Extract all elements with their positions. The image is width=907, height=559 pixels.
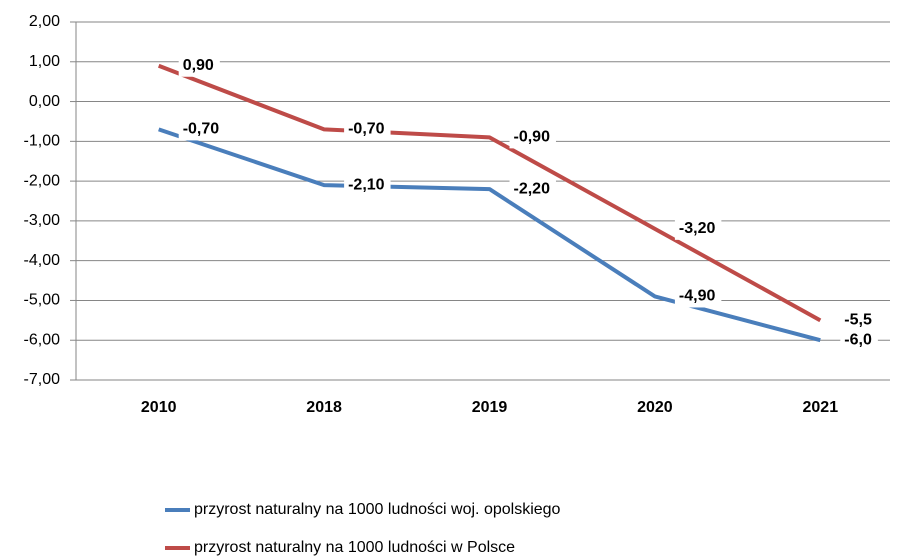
data-label: -5,5	[840, 309, 878, 332]
data-label-text: -3,20	[679, 220, 716, 237]
data-label-bg	[344, 174, 391, 197]
y-tick-label: -7,00	[24, 371, 61, 388]
data-label: -6,0	[840, 329, 878, 352]
data-label: 0,90	[178, 54, 220, 77]
data-label-text: -2,20	[514, 180, 551, 197]
y-tick-label: -6,00	[24, 331, 61, 348]
y-tick-label: -5,00	[24, 292, 61, 309]
data-label-text: -5,5	[844, 312, 872, 329]
y-tick-label: -3,00	[24, 212, 61, 229]
data-label-bg	[509, 126, 556, 149]
data-label-bg	[509, 178, 556, 201]
data-label-bg	[344, 118, 391, 141]
data-label: -0,90	[509, 126, 556, 149]
y-tick-label: 0,00	[29, 93, 60, 110]
data-label-text: 0,90	[183, 57, 214, 74]
data-label-bg	[674, 285, 722, 308]
y-tick-label: -4,00	[24, 252, 61, 269]
y-tick-label: -2,00	[24, 172, 61, 189]
x-tick-label: 2018	[306, 399, 342, 416]
data-label-bg	[840, 329, 878, 352]
data-label-text: -4,90	[679, 288, 716, 305]
series-line	[158, 127, 821, 343]
y-tick-label: 1,00	[29, 53, 60, 70]
x-tick-label: 2010	[141, 399, 177, 416]
data-label-text: -0,70	[348, 121, 385, 138]
legend-label: przyrost naturalny na 1000 ludności woj.…	[194, 501, 561, 518]
data-label: -0,70	[178, 118, 226, 141]
x-tick-label: 2019	[472, 399, 508, 416]
data-label: -2,10	[344, 174, 391, 197]
x-tick-label: 2020	[637, 399, 673, 416]
y-tick-label: -1,00	[24, 133, 61, 150]
x-tick-label: 2021	[803, 399, 839, 416]
data-label-bg	[840, 309, 878, 332]
data-label: -3,20	[674, 217, 722, 240]
data-label: -2,20	[509, 178, 556, 201]
y-tick-label: 2,00	[29, 13, 60, 30]
data-label-text: -0,70	[183, 121, 220, 138]
data-label-text: -0,90	[514, 129, 551, 146]
data-label-text: -2,10	[348, 176, 385, 193]
series-line	[157, 63, 822, 323]
data-label: -0,70	[344, 118, 391, 141]
data-label-text: -6,0	[844, 331, 872, 348]
data-label-bg	[674, 217, 722, 240]
legend-label: przyrost naturalny na 1000 ludności w Po…	[194, 539, 515, 556]
data-label-bg	[178, 54, 220, 77]
data-label: -4,90	[674, 285, 722, 308]
data-label-bg	[178, 118, 226, 141]
